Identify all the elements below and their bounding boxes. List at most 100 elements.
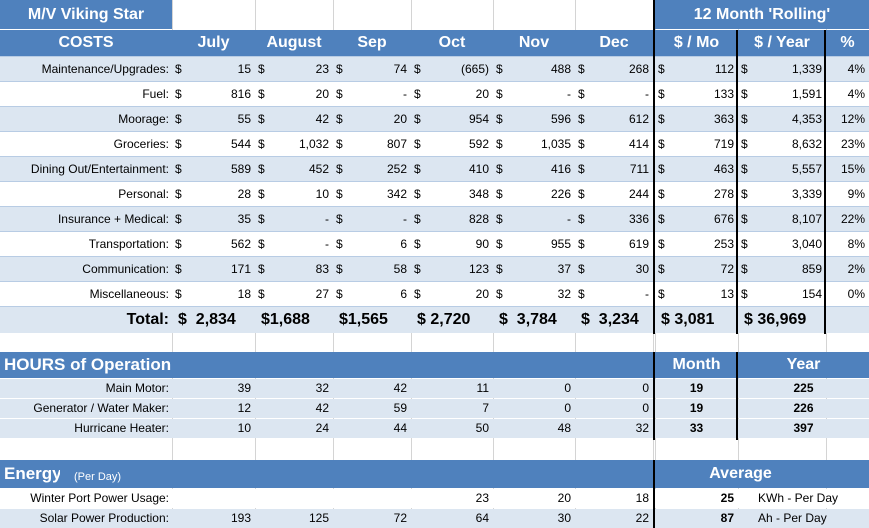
per-month-cell[interactable]: 676 — [713, 212, 734, 226]
cost-cell[interactable]: 18 — [237, 287, 251, 301]
hours-cell[interactable]: 0 — [642, 401, 649, 415]
cost-cell[interactable]: 589 — [230, 162, 251, 176]
cost-cell[interactable]: 35 — [237, 212, 251, 226]
percent-cell[interactable]: 4% — [847, 62, 865, 76]
month-header-oct[interactable]: Oct — [438, 34, 466, 51]
cost-cell[interactable]: 954 — [468, 112, 489, 126]
cost-cell[interactable]: 1,032 — [298, 137, 329, 151]
cost-cell[interactable]: 58 — [393, 262, 407, 276]
cost-cell[interactable]: 226 — [550, 187, 571, 201]
energy-cell[interactable]: 72 — [393, 511, 407, 525]
total-cell[interactable]: $ 2,720 — [417, 311, 471, 328]
energy-cell[interactable]: 125 — [308, 511, 329, 525]
cost-cell[interactable]: - — [325, 237, 329, 251]
hours-cell[interactable]: 42 — [393, 381, 407, 395]
cost-cell[interactable]: 83 — [315, 262, 329, 276]
hours-cell[interactable]: 10 — [237, 421, 251, 435]
cost-cell[interactable]: 23 — [315, 62, 329, 76]
per-year-cell[interactable]: 4,353 — [791, 112, 822, 126]
cost-cell[interactable]: 6 — [400, 287, 407, 301]
cost-cell[interactable]: 1,035 — [540, 137, 571, 151]
hours-cell[interactable]: 0 — [564, 381, 571, 395]
hours-cell[interactable]: 48 — [557, 421, 571, 435]
cost-cell[interactable]: 252 — [386, 162, 407, 176]
energy-cell[interactable]: 22 — [635, 511, 649, 525]
per-year-cell[interactable]: 859 — [801, 262, 822, 276]
energy-cell[interactable]: 64 — [475, 511, 489, 525]
cost-cell[interactable]: 244 — [628, 187, 649, 201]
month-header-sep[interactable]: Sep — [357, 34, 387, 51]
hours-cell[interactable]: 59 — [393, 401, 407, 415]
total-cell[interactable]: $ 3,784 — [499, 311, 557, 328]
cost-cell[interactable]: 414 — [628, 137, 649, 151]
cost-cell[interactable]: 32 — [557, 287, 571, 301]
cost-cell[interactable]: 416 — [550, 162, 571, 176]
energy-average-value[interactable]: 87 — [720, 511, 734, 525]
cost-cell[interactable]: 10 — [315, 187, 329, 201]
cost-cell[interactable]: - — [325, 212, 329, 226]
cost-cell[interactable]: 123 — [468, 262, 489, 276]
cost-cell[interactable]: 20 — [393, 112, 407, 126]
per-month-cell[interactable]: 112 — [714, 62, 734, 76]
hours-cell[interactable]: 0 — [642, 381, 649, 395]
per-year-cell[interactable]: 1,591 — [791, 87, 822, 101]
hours-month-value[interactable]: 33 — [689, 421, 704, 435]
cost-cell[interactable]: 619 — [628, 237, 649, 251]
energy-cell[interactable]: 23 — [475, 491, 489, 505]
cost-cell[interactable]: 562 — [230, 237, 251, 251]
cost-cell[interactable]: 348 — [468, 187, 489, 201]
cost-cell[interactable]: 55 — [237, 112, 251, 126]
hours-cell[interactable]: 42 — [315, 401, 329, 415]
hours-cell[interactable]: 44 — [393, 421, 407, 435]
per-month-cell[interactable]: 253 — [713, 237, 734, 251]
percent-cell[interactable]: 23% — [840, 137, 865, 151]
energy-cell[interactable]: 193 — [230, 511, 251, 525]
hours-cell[interactable]: 12 — [237, 401, 251, 415]
hours-year-value[interactable]: 226 — [793, 401, 814, 415]
hours-cell[interactable]: 32 — [635, 421, 649, 435]
cost-cell[interactable]: 268 — [628, 62, 649, 76]
month-header-july[interactable]: July — [197, 34, 230, 51]
per-year-cell[interactable]: 8,632 — [791, 137, 822, 151]
per-month-cell[interactable]: 72 — [720, 262, 734, 276]
hours-cell[interactable]: 0 — [564, 401, 571, 415]
cost-cell[interactable]: 6 — [400, 237, 407, 251]
cost-cell[interactable]: - — [403, 212, 407, 226]
cost-cell[interactable]: 544 — [230, 137, 251, 151]
cost-cell[interactable]: 711 — [629, 162, 649, 176]
energy-cell[interactable] — [172, 489, 255, 508]
hours-cell[interactable]: 11 — [476, 381, 489, 395]
per-month-cell[interactable]: 363 — [713, 112, 734, 126]
total-cell[interactable]: $1,565 — [339, 311, 388, 328]
cost-cell[interactable]: 20 — [315, 87, 329, 101]
hours-year-value[interactable]: 397 — [793, 421, 814, 435]
cost-cell[interactable]: 15 — [237, 62, 251, 76]
total-cell[interactable]: $ 2,834 — [178, 311, 236, 328]
cost-cell[interactable]: 42 — [315, 112, 329, 126]
cost-cell[interactable]: 596 — [550, 112, 571, 126]
percent-cell[interactable]: 9% — [847, 187, 865, 201]
per-month-cell[interactable]: 133 — [713, 87, 734, 101]
percent-cell[interactable]: 2% — [847, 262, 865, 276]
per-year-cell[interactable]: 3,339 — [791, 187, 822, 201]
hours-cell[interactable]: 32 — [315, 381, 329, 395]
cost-cell[interactable]: 612 — [628, 112, 649, 126]
cost-cell[interactable]: 828 — [468, 212, 489, 226]
cost-cell[interactable]: - — [567, 87, 571, 101]
per-month-cell[interactable]: 13 — [720, 287, 734, 301]
total-cell[interactable]: $ 3,234 — [581, 311, 639, 328]
hours-month-value[interactable]: 19 — [689, 381, 704, 395]
cost-cell[interactable]: 90 — [475, 237, 489, 251]
percent-cell[interactable]: 15% — [840, 162, 865, 176]
cost-cell[interactable]: 342 — [386, 187, 407, 201]
cost-cell[interactable]: 27 — [315, 287, 329, 301]
hours-cell[interactable]: 39 — [237, 381, 251, 395]
total-per-month[interactable]: $ 3,081 — [661, 311, 715, 328]
percent-cell[interactable]: 0% — [847, 287, 865, 301]
per-year-cell[interactable]: 1,339 — [791, 62, 822, 76]
month-header-nov[interactable]: Nov — [518, 34, 550, 51]
energy-cell[interactable]: 20 — [557, 491, 571, 505]
cost-cell[interactable]: 452 — [308, 162, 329, 176]
cost-cell[interactable]: 20 — [475, 287, 489, 301]
energy-cell[interactable] — [255, 489, 333, 508]
